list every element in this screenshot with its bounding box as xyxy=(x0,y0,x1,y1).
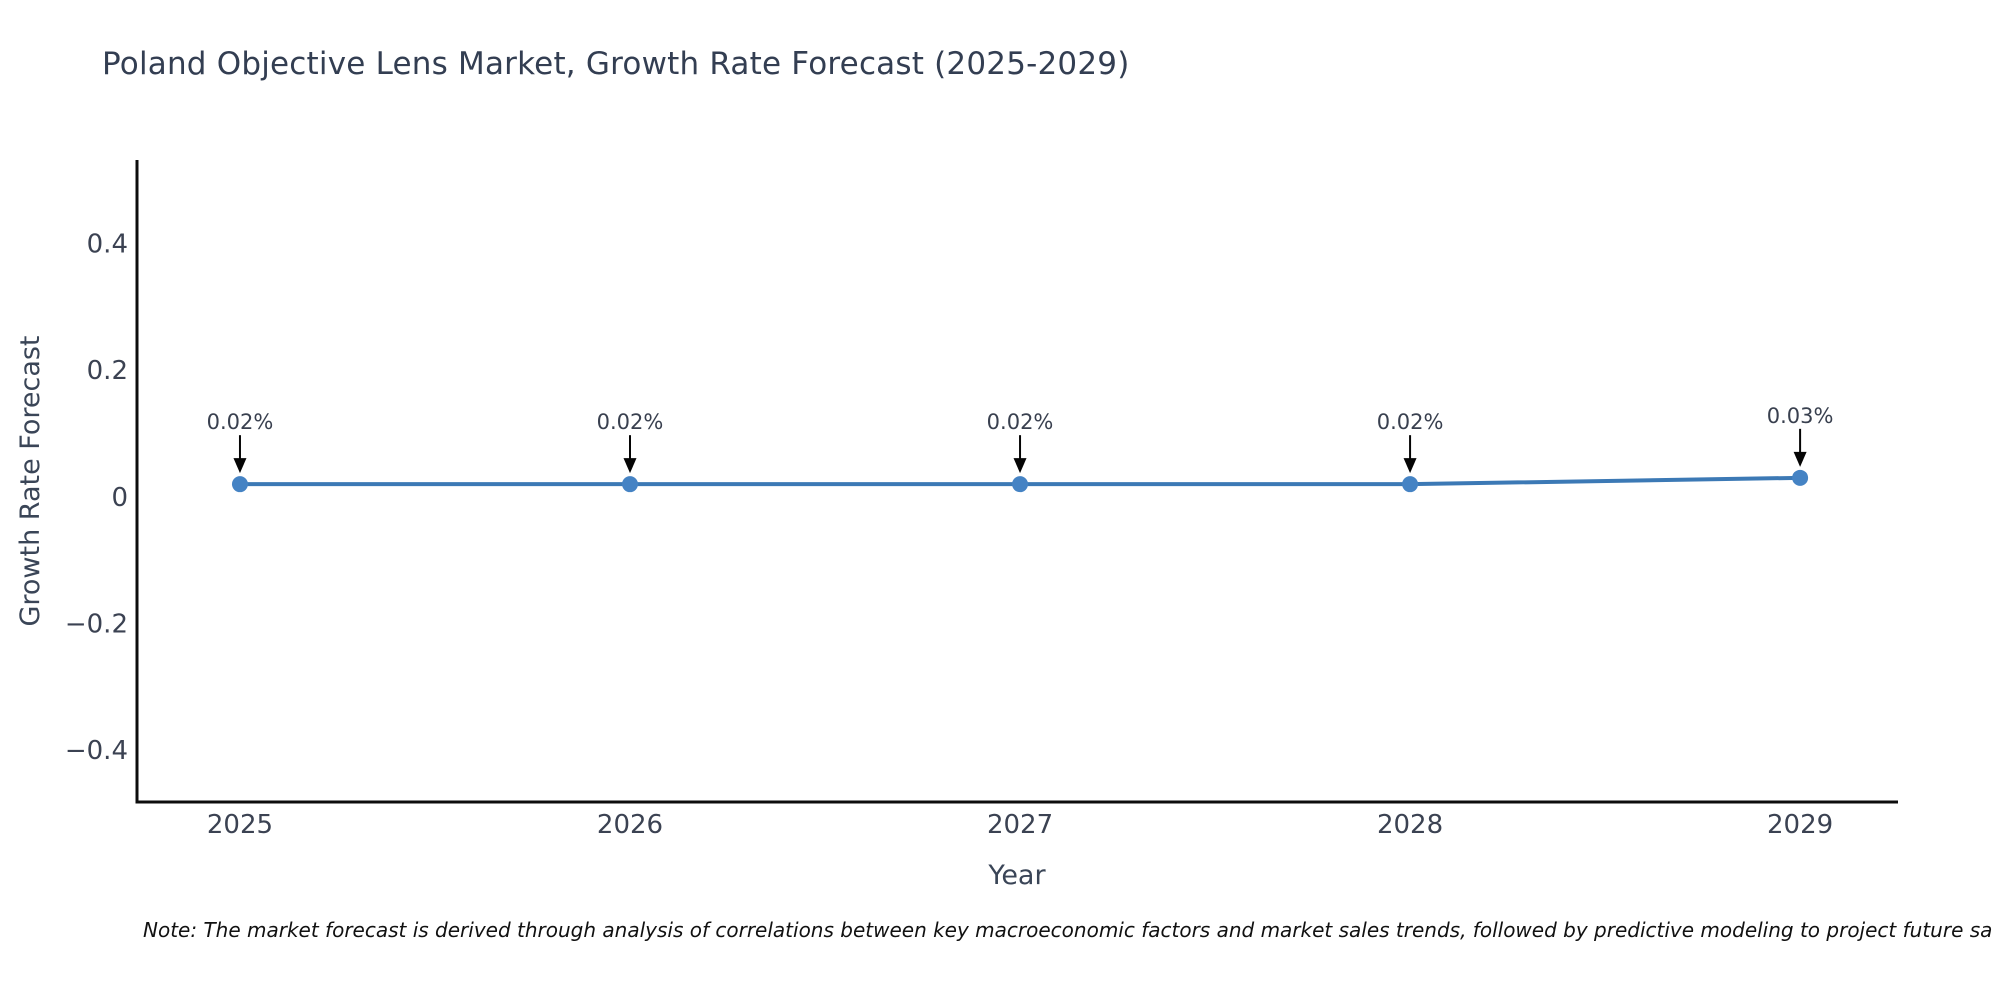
x-axis-title: Year xyxy=(987,860,1046,891)
data-point-marker xyxy=(622,476,639,493)
annotation-arrowhead-icon xyxy=(1013,458,1027,474)
x-tick-label: 2029 xyxy=(1767,810,1833,840)
y-axis-title: Growth Rate Forecast xyxy=(15,335,46,626)
y-tick-label: 0.4 xyxy=(87,230,128,260)
point-value-label: 0.02% xyxy=(207,410,274,434)
point-value-label: 0.03% xyxy=(1767,404,1834,428)
y-tick-label: −0.2 xyxy=(65,609,128,639)
annotation-arrowhead-icon xyxy=(233,458,247,474)
chart-title: Poland Objective Lens Market, Growth Rat… xyxy=(102,46,1130,82)
footnote: Note: The market forecast is derived thr… xyxy=(143,918,1993,942)
x-tick-label: 2028 xyxy=(1377,810,1443,840)
data-point-marker xyxy=(1012,476,1029,493)
x-tick-label: 2026 xyxy=(597,810,663,840)
data-point-marker xyxy=(1792,469,1809,486)
y-tick-label: 0 xyxy=(111,483,128,513)
x-tick-label: 2027 xyxy=(987,810,1053,840)
point-value-label: 0.02% xyxy=(597,410,664,434)
annotation-arrowhead-icon xyxy=(1403,458,1417,474)
point-value-label: 0.02% xyxy=(987,410,1054,434)
annotation-arrowhead-icon xyxy=(1793,451,1807,467)
data-point-marker xyxy=(1402,476,1419,493)
y-tick-label: 0.2 xyxy=(87,356,128,386)
annotation-arrowhead-icon xyxy=(623,458,637,474)
point-value-label: 0.02% xyxy=(1377,410,1444,434)
y-tick-label: −0.4 xyxy=(65,736,128,766)
x-tick-label: 2025 xyxy=(207,810,273,840)
data-point-marker xyxy=(231,476,248,493)
